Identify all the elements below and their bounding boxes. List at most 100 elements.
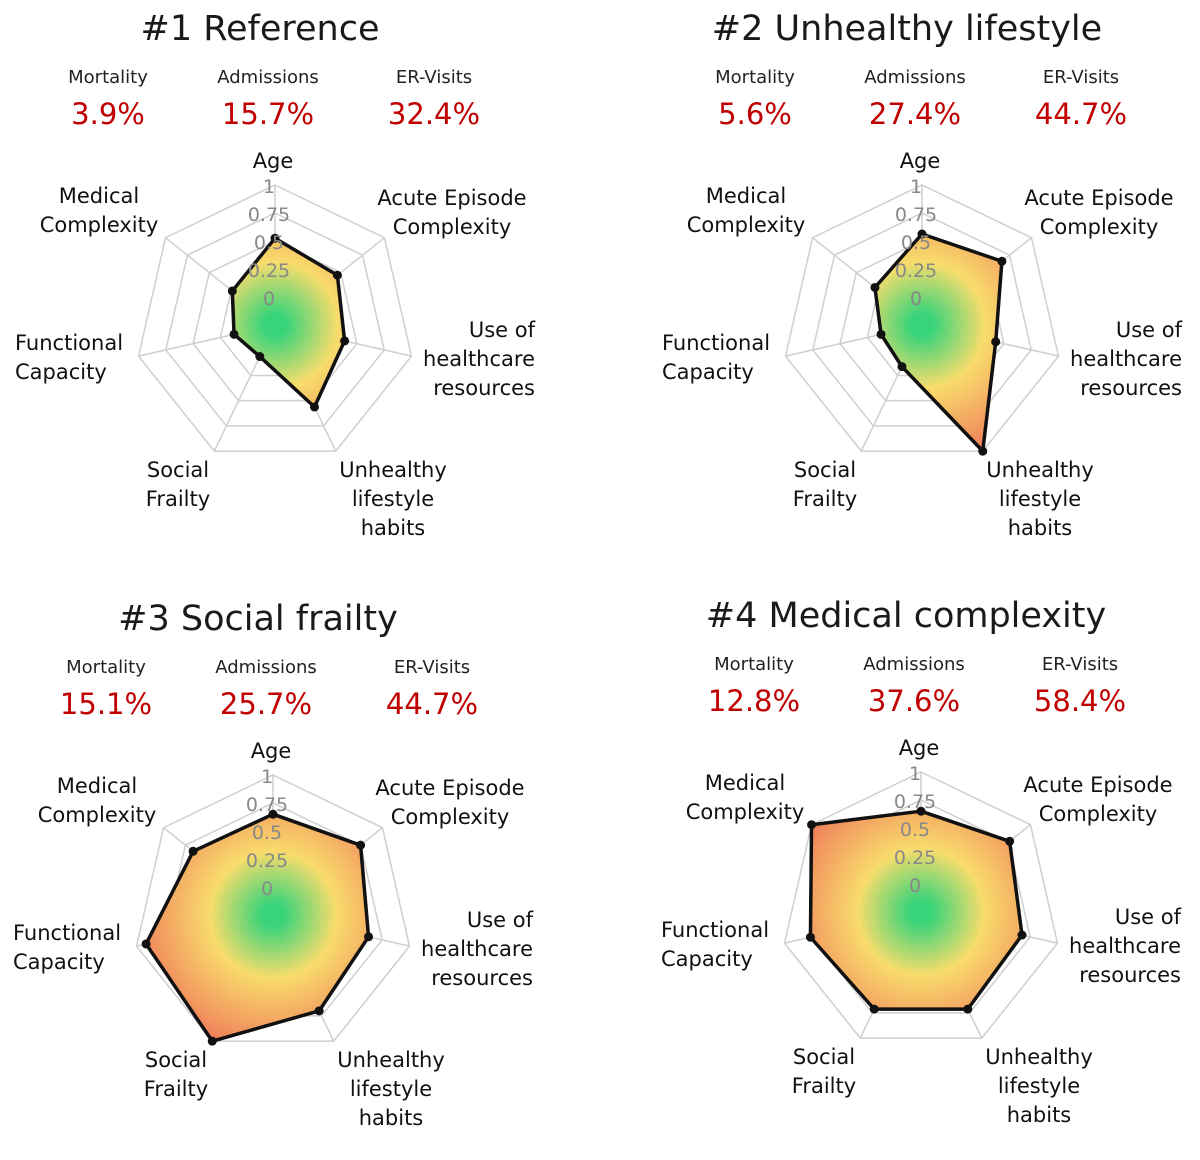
axis-label-line: habits: [1008, 516, 1073, 540]
data-point: [309, 402, 319, 412]
axis-label: Acute Episode Complexity: [377, 186, 526, 239]
axis-label: Use of healthcare resources: [1069, 905, 1182, 987]
grid-ring: [164, 212, 386, 427]
axis-label-line: habits: [361, 516, 426, 540]
data-point: [869, 1004, 879, 1014]
radial-tick-label: 0.5: [900, 819, 930, 841]
axis-label-line: Medical: [57, 774, 137, 798]
metric-label-admissions: Admissions: [215, 657, 317, 678]
radial-tick-label: 0.5: [901, 232, 931, 254]
axis-label: Age: [251, 739, 292, 763]
radar-panel-3: #3 Social frailty Mortality 15.1% Admission…: [0, 590, 598, 1160]
radial-tick-label: 0.5: [254, 232, 284, 254]
data-point: [1005, 836, 1015, 846]
metric-value-mortality: 3.9%: [71, 97, 145, 131]
metric-value-er-visits: 44.7%: [386, 687, 478, 721]
axis-label-line: Age: [900, 149, 941, 173]
axis-label-line: lifestyle: [999, 487, 1081, 511]
data-point: [997, 256, 1007, 266]
axis-label-line: Use of: [467, 908, 534, 932]
axis-label-line: Social: [147, 458, 209, 482]
axis-label-line: Complexity: [393, 215, 512, 239]
axis-label-line: healthcare: [1069, 934, 1181, 958]
radar-chart-3: #3 Social frailty Mortality 15.1% Admission…: [13, 599, 534, 1130]
axis-label-line: Unhealthy: [337, 1048, 445, 1072]
data-point: [227, 286, 237, 296]
axis-label-line: Complexity: [687, 213, 806, 237]
axis-label: Functional Capacity: [662, 331, 770, 384]
axis-label: Unhealthy lifestyle habits: [985, 1045, 1093, 1127]
metric-value-er-visits: 32.4%: [388, 97, 480, 131]
axis-label-line: Acute Episode: [1023, 773, 1172, 797]
radial-tick-label: 0: [263, 288, 275, 310]
metric-value-admissions: 15.7%: [222, 97, 314, 131]
radial-tick-label: 0: [909, 875, 921, 897]
metric-value-admissions: 27.4%: [869, 97, 961, 131]
axis-label: Social Frailty: [792, 1045, 856, 1098]
data-point: [332, 270, 342, 280]
axis-label-line: Complexity: [686, 800, 805, 824]
data-point: [807, 820, 817, 830]
data-point: [268, 809, 278, 819]
axis-label-line: healthcare: [421, 937, 533, 961]
axis-label-line: Capacity: [13, 950, 105, 974]
axis-label: Use of healthcare resources: [421, 908, 534, 990]
axis-label: Medical Complexity: [40, 184, 159, 237]
axis-label: Acute Episode Complexity: [1024, 186, 1173, 239]
radar-chart-4: #4 Medical complexity Mortality 12.8% Admis…: [661, 596, 1182, 1127]
metric-value-mortality: 15.1%: [60, 687, 152, 721]
radar-panel-4: #4 Medical complexity Mortality 12.8% Admis…: [646, 587, 1200, 1157]
grid-ring: [783, 771, 1059, 1039]
metric-label-er-visits: ER-Visits: [1042, 654, 1118, 675]
axis-label-line: Capacity: [662, 360, 754, 384]
axis-label: Age: [253, 149, 294, 173]
metric-label-mortality: Mortality: [68, 67, 148, 88]
axis-label-line: lifestyle: [352, 487, 434, 511]
axis-label-line: Complexity: [1039, 802, 1158, 826]
metric-label-admissions: Admissions: [863, 654, 965, 675]
data-point: [876, 329, 886, 339]
axis-label: Social Frailty: [146, 458, 210, 511]
data-polygon: [808, 809, 1024, 1011]
axis-label-line: resources: [431, 966, 533, 990]
axis-label: Age: [900, 149, 941, 173]
chart-title: #1 Reference: [141, 9, 380, 49]
grid-ring: [137, 184, 413, 452]
axis-label-line: Capacity: [661, 947, 753, 971]
radar-chart-1: #1 Reference Mortality 3.9% Admissions 15.7%…: [15, 9, 536, 540]
metric-label-mortality: Mortality: [66, 657, 146, 678]
radial-tick-label: 0.75: [248, 204, 290, 226]
data-polygon: [144, 812, 371, 1043]
axis-label: Functional Capacity: [15, 331, 123, 384]
axis-label-line: Medical: [59, 184, 139, 208]
radial-tick-label: 0.25: [895, 260, 937, 282]
axis-label: Functional Capacity: [13, 921, 121, 974]
metric-label-admissions: Admissions: [217, 67, 319, 88]
axis-label: Use of healthcare resources: [423, 318, 536, 400]
axis-label-line: Use of: [469, 318, 536, 342]
axis-label-line: resources: [1079, 963, 1181, 987]
axis-label: Medical Complexity: [686, 771, 805, 824]
metric-value-mortality: 12.8%: [708, 684, 800, 718]
axis-label-line: Complexity: [40, 213, 159, 237]
data-point: [917, 229, 927, 239]
axis-label-line: Medical: [706, 184, 786, 208]
axis-label-line: resources: [1080, 376, 1182, 400]
radial-tick-label: 1: [910, 176, 922, 198]
axis-label: Acute Episode Complexity: [375, 776, 524, 829]
data-point: [916, 806, 926, 816]
radial-tick-label: 0.25: [894, 847, 936, 869]
radial-tick-label: 0.75: [895, 204, 937, 226]
radial-tick-label: 1: [261, 766, 273, 788]
axis-label-line: Acute Episode: [1024, 186, 1173, 210]
axis-label-line: Complexity: [38, 803, 157, 827]
axis-label-line: resources: [433, 376, 535, 400]
data-point: [805, 932, 815, 942]
data-point: [188, 846, 198, 856]
radial-tick-label: 0.75: [246, 794, 288, 816]
metric-label-mortality: Mortality: [714, 654, 794, 675]
data-point: [1017, 930, 1027, 940]
axis-label-line: habits: [359, 1106, 424, 1130]
radial-tick-label: 0.25: [248, 260, 290, 282]
metric-label-er-visits: ER-Visits: [396, 67, 472, 88]
